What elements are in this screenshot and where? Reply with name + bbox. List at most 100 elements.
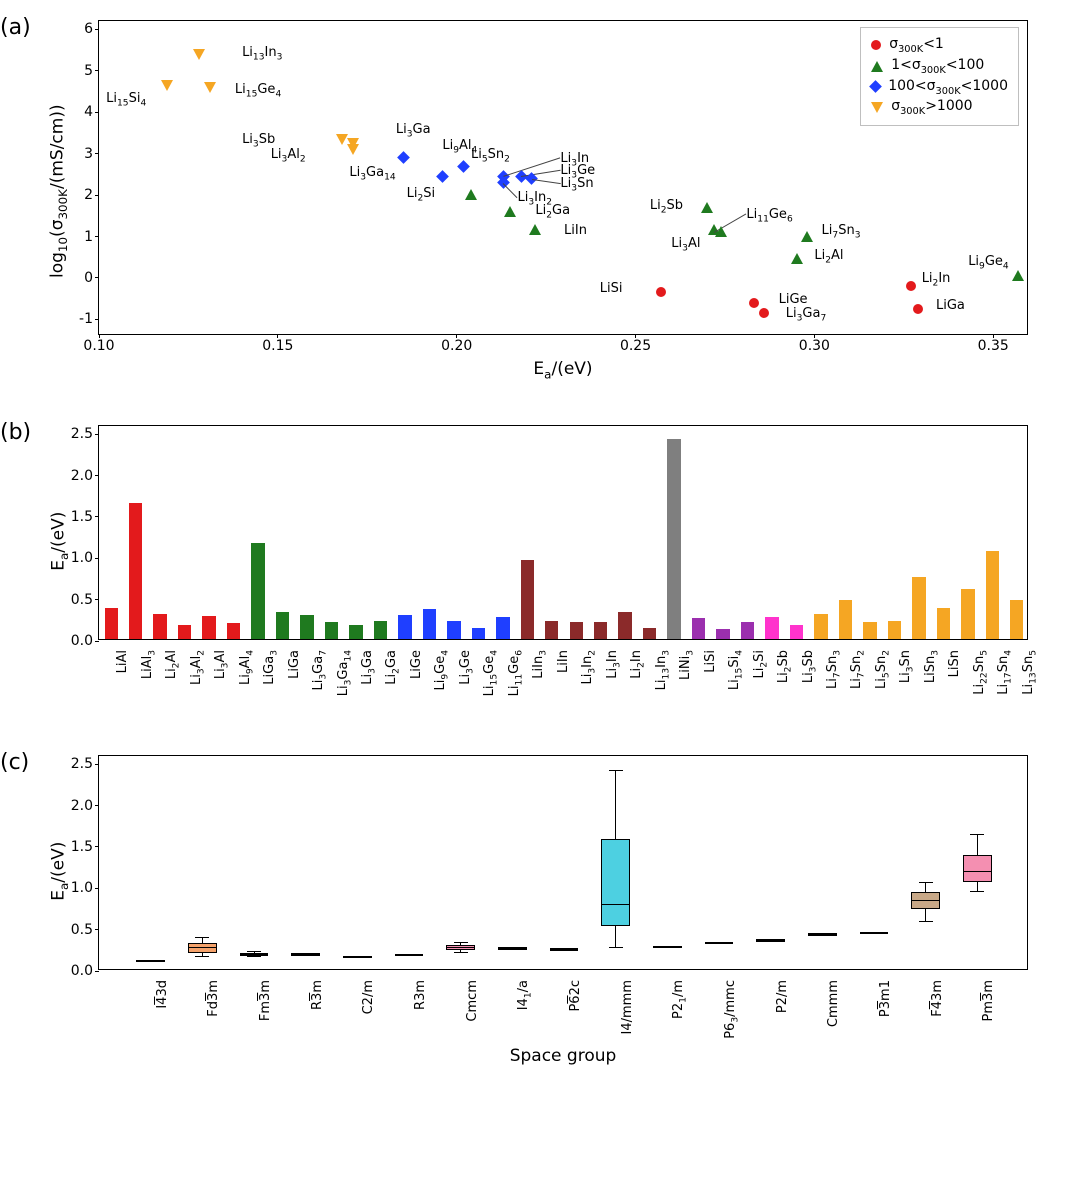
bar (839, 600, 852, 639)
point-label: Li11Ge6 (746, 207, 792, 225)
bar (863, 622, 876, 639)
scatter-point (347, 144, 359, 155)
panel-c-plot: 0.00.51.01.52.02.5 (98, 755, 1028, 970)
bar-label: Li2Ga (384, 644, 402, 685)
scatter-point (436, 170, 449, 183)
point-label: LiGa (936, 298, 965, 313)
bar (105, 608, 118, 639)
bar (765, 617, 778, 639)
box-label: R3m (310, 974, 325, 1010)
bar (496, 617, 509, 639)
scatter-point (801, 231, 813, 242)
bar-label: Li3Al2 (189, 644, 207, 685)
bar (202, 616, 215, 639)
scatter-point (204, 82, 216, 93)
bar (986, 551, 999, 639)
scatter-point (906, 281, 916, 291)
bar-label: LiGe (409, 644, 424, 679)
bar-label: Li22Sn5 (972, 644, 990, 695)
point-label: Li2Si (407, 186, 436, 204)
bar-label: Li7Sn2 (849, 644, 867, 689)
panel-b-xlabels: LiAlLiAl3Li2AlLi3Al2Li3AlLi9Al4LiGa3LiGa… (98, 640, 1028, 720)
bar-label: Li13In3 (654, 644, 672, 690)
bar (447, 621, 460, 639)
panel-b-ylabel: Ea/(eV) (48, 512, 70, 571)
panel-c-xlabel: Space group (98, 1046, 1028, 1066)
point-label: Li2Ga (535, 203, 570, 221)
box-label: Cmmm (826, 974, 841, 1027)
point-label: Li2Sb (650, 198, 683, 216)
bar (741, 622, 754, 639)
legend-label: 100<σ300K<1000 (888, 78, 1008, 97)
bar (251, 543, 264, 639)
point-label: Li2In (922, 271, 951, 289)
bar-label: Li3Ge (458, 644, 476, 685)
bar (521, 560, 534, 639)
bar (692, 618, 705, 640)
bar-label: Li2Al (164, 644, 182, 679)
bar-label: Li5Sn2 (874, 644, 892, 689)
bar (423, 609, 436, 639)
point-label: Li9Ge4 (968, 254, 1009, 272)
point-label: Li3Al (671, 236, 700, 254)
scatter-point (759, 308, 769, 318)
box-label: I41/a (516, 974, 534, 1010)
panel-c-ylabel: Ea/(eV) (48, 842, 70, 901)
scatter-point (701, 202, 713, 213)
bar (398, 615, 411, 639)
box-label: P62c (568, 974, 583, 1012)
bar (912, 577, 925, 639)
bar-label: LiIn (556, 644, 571, 673)
bar-label: Li3Ga7 (311, 644, 329, 691)
bar (325, 622, 338, 639)
scatter-point (715, 226, 727, 237)
panel-a-ylabel: log10(σ300K/(mS/cm)) (48, 104, 70, 278)
legend-label: σ300K<1 (889, 36, 944, 55)
box (963, 855, 991, 881)
point-label: Li15Ge4 (235, 82, 281, 100)
bar-label: LiAl (115, 644, 130, 673)
box-label: C2/m (361, 974, 376, 1014)
point-label: Li7Sn3 (822, 223, 861, 241)
point-label: LiIn (564, 223, 587, 238)
box-label: I43d (155, 974, 170, 1009)
panel-c-xlabels: I43dFd3mFm3mR3mC2/mR3mCmcmI41/aP62cI4/mm… (98, 970, 1028, 1042)
bar-label: Li2Si (752, 644, 770, 679)
box-label: I4/mmm (620, 974, 635, 1034)
bar-label: Li3Sb (801, 644, 819, 683)
bar-label: Li7Sn3 (825, 644, 843, 689)
bar (667, 439, 680, 639)
bar (545, 621, 558, 639)
box (188, 943, 216, 953)
point-label: Li3Ga14 (349, 165, 395, 183)
bar-label: Li2Sb (776, 644, 794, 683)
bar-label: Li3Ga14 (336, 644, 354, 696)
legend-item: σ300K<1 (871, 36, 1008, 55)
bar (643, 628, 656, 639)
bar (618, 612, 631, 639)
legend-item: 1<σ300K<100 (871, 57, 1008, 76)
scatter-point (791, 253, 803, 264)
bar-label: Li11Ge6 (507, 644, 525, 696)
bar (374, 621, 387, 639)
bar (570, 622, 583, 639)
panel-c: (c) Ea/(eV) 0.00.51.01.52.02.5 I43dFd3mF… (20, 755, 1060, 1085)
scatter-point (397, 151, 410, 164)
bar-label: Li2In (629, 644, 647, 679)
bar-label: LiSi (703, 644, 718, 673)
scatter-point (161, 80, 173, 91)
marker-icon (869, 81, 882, 94)
box-label: P21/m (671, 974, 689, 1019)
bar (153, 614, 166, 639)
box-label: P63/mmc (723, 974, 741, 1039)
bar-label: LiIn3 (531, 644, 549, 679)
bar-label: Li15Ge4 (482, 644, 500, 696)
bar (888, 621, 901, 639)
point-label: LiSi (600, 281, 623, 296)
scatter-point (529, 224, 541, 235)
marker-icon (871, 61, 883, 72)
bar (300, 615, 313, 639)
bar-label: Li3Al (213, 644, 231, 679)
box-label: Fm3m (258, 974, 273, 1021)
scatter-point (504, 206, 516, 217)
